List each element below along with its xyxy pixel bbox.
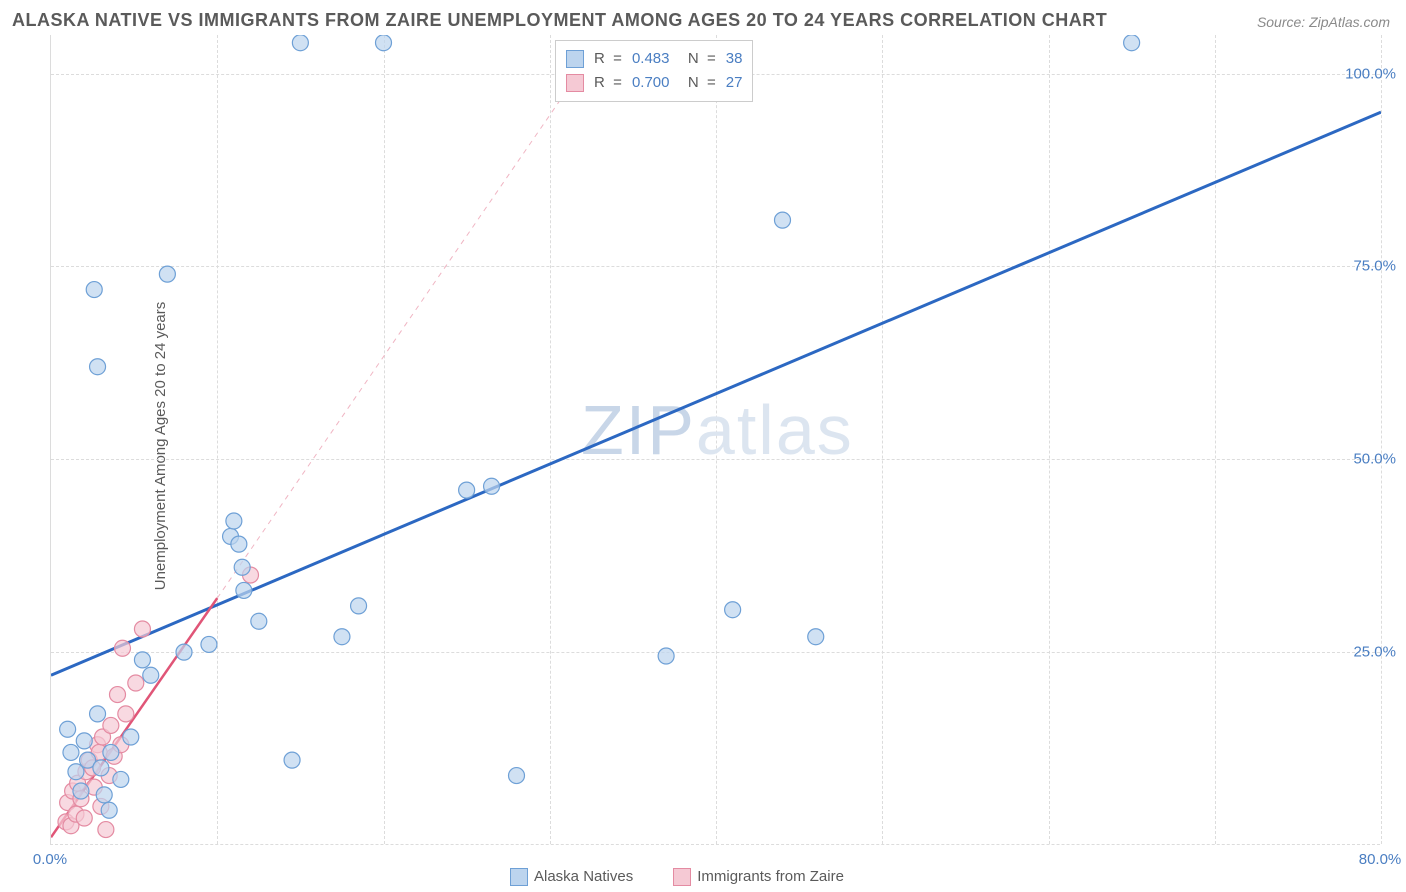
r-value-2: 0.700 [632, 71, 670, 95]
stats-row-series-2: R =0.700 N =27 [566, 71, 742, 95]
swatch-icon [566, 74, 584, 92]
swatch-icon [673, 868, 691, 886]
swatch-icon [566, 50, 584, 68]
y-tick-label: 50.0% [1353, 451, 1396, 468]
chart-title: ALASKA NATIVE VS IMMIGRANTS FROM ZAIRE U… [12, 10, 1107, 31]
x-tick-label: 80.0% [1359, 851, 1402, 868]
y-tick-label: 25.0% [1353, 644, 1396, 661]
x-tick-label: 0.0% [33, 851, 67, 868]
n-value-1: 38 [726, 47, 743, 71]
swatch-icon [510, 868, 528, 886]
stats-legend-box: R =0.483 N =38 R =0.700 N =27 [555, 40, 753, 102]
legend-item-2: Immigrants from Zaire [673, 868, 844, 886]
source-attribution: Source: ZipAtlas.com [1257, 14, 1390, 30]
legend-bottom: Alaska Natives Immigrants from Zaire [510, 868, 844, 886]
plot-area: ZIPatlas [50, 35, 1380, 845]
y-tick-label: 100.0% [1345, 65, 1396, 82]
legend-item-1: Alaska Natives [510, 868, 633, 886]
n-value-2: 27 [726, 71, 743, 95]
y-tick-label: 75.0% [1353, 258, 1396, 275]
scatter-chart [51, 35, 1381, 845]
r-value-1: 0.483 [632, 47, 670, 71]
stats-row-series-1: R =0.483 N =38 [566, 47, 742, 71]
